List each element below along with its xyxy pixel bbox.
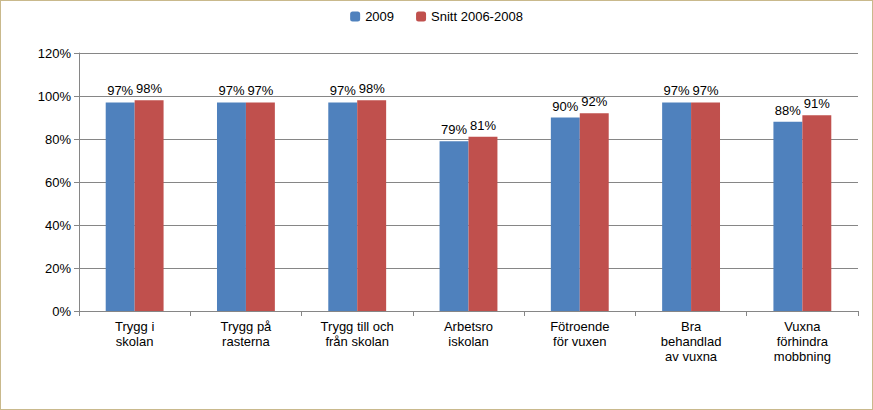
svg-text:Arbetsro: Arbetsro (444, 319, 493, 334)
svg-text:98%: 98% (136, 81, 162, 96)
svg-text:rasterna: rasterna (222, 334, 270, 349)
svg-text:97%: 97% (664, 83, 690, 98)
svg-text:förhindra: förhindra (777, 334, 829, 349)
svg-text:Snitt 2006-2008: Snitt 2006-2008 (431, 9, 523, 24)
svg-text:97%: 97% (247, 83, 273, 98)
svg-text:Trygg på: Trygg på (221, 319, 273, 334)
svg-text:mobbning: mobbning (774, 349, 831, 364)
svg-text:av vuxna: av vuxna (665, 349, 718, 364)
svg-text:80%: 80% (45, 132, 71, 147)
svg-text:Fötroende: Fötroende (550, 319, 609, 334)
svg-text:97%: 97% (218, 83, 244, 98)
svg-text:iskolan: iskolan (448, 334, 488, 349)
svg-text:97%: 97% (693, 83, 719, 98)
svg-text:120%: 120% (38, 46, 72, 61)
svg-text:91%: 91% (804, 96, 830, 111)
svg-text:97%: 97% (330, 83, 356, 98)
svg-text:behandlad: behandlad (661, 334, 722, 349)
svg-text:97%: 97% (107, 83, 133, 98)
svg-text:Trygg i: Trygg i (115, 319, 154, 334)
svg-text:2009: 2009 (365, 9, 394, 24)
svg-text:från skolan: från skolan (325, 334, 389, 349)
svg-text:98%: 98% (359, 81, 385, 96)
svg-text:88%: 88% (775, 103, 801, 118)
svg-text:skolan: skolan (116, 334, 154, 349)
svg-text:0%: 0% (52, 304, 71, 319)
svg-text:20%: 20% (45, 261, 71, 276)
svg-text:60%: 60% (45, 175, 71, 190)
svg-text:100%: 100% (38, 89, 72, 104)
svg-text:Trygg till och: Trygg till och (321, 319, 394, 334)
svg-text:90%: 90% (552, 99, 578, 114)
svg-text:för vuxen: för vuxen (553, 334, 606, 349)
svg-text:81%: 81% (470, 118, 496, 133)
svg-text:92%: 92% (581, 94, 607, 109)
svg-text:Bra: Bra (681, 319, 702, 334)
svg-text:Vuxna: Vuxna (784, 319, 821, 334)
svg-text:40%: 40% (45, 218, 71, 233)
svg-text:79%: 79% (441, 122, 467, 137)
